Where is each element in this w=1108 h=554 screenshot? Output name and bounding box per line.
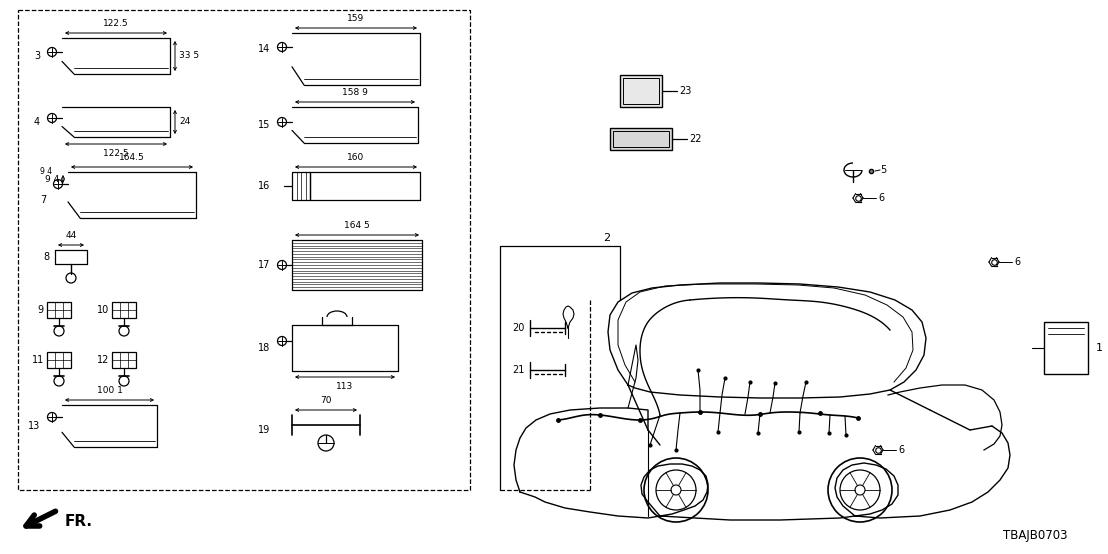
Text: 122.5: 122.5 [103,19,129,28]
Text: 158 9: 158 9 [342,88,368,97]
Bar [293,172,310,200]
Bar [47,302,71,318]
Text: 33 5: 33 5 [179,52,199,60]
Text: 1: 1 [1096,343,1102,353]
Text: 160: 160 [348,153,365,162]
Text: 14: 14 [258,44,270,54]
Text: 16: 16 [258,181,270,191]
Text: TBAJB0703: TBAJB0703 [1003,530,1067,542]
Bar [623,78,659,104]
Text: 6: 6 [878,193,884,203]
Text: 9 4: 9 4 [40,167,52,177]
Text: 6: 6 [897,445,904,455]
Text: 17: 17 [258,260,270,270]
Bar [611,128,671,150]
Text: 164.5: 164.5 [120,153,145,162]
Text: 100 1: 100 1 [96,386,123,395]
Bar [112,352,136,368]
Text: 20: 20 [513,323,525,333]
Text: 18: 18 [258,343,270,353]
Text: 2: 2 [604,233,611,243]
Text: 12: 12 [96,355,109,365]
Text: 44: 44 [65,231,76,240]
Text: 4: 4 [34,117,40,127]
Text: 113: 113 [337,382,353,391]
Text: 11: 11 [32,355,44,365]
Bar [112,302,136,318]
Text: 15: 15 [258,120,270,130]
Text: 9: 9 [38,305,44,315]
Bar [613,131,669,147]
Text: 122 5: 122 5 [103,149,129,158]
Text: 19: 19 [258,425,270,435]
Bar [620,75,661,107]
Bar [1044,322,1088,374]
Text: 13: 13 [28,421,40,431]
Text: 10: 10 [96,305,109,315]
Text: 24: 24 [179,117,191,126]
Text: 5: 5 [880,165,886,175]
Text: 159: 159 [348,14,365,23]
Text: 6: 6 [1014,257,1020,267]
Text: 8: 8 [44,252,50,262]
Text: 7: 7 [40,195,47,205]
Text: 3: 3 [34,51,40,61]
Text: 22: 22 [689,134,701,144]
Text: 9 4: 9 4 [44,175,59,183]
Bar [47,352,71,368]
Text: 21: 21 [513,365,525,375]
Text: FR.: FR. [65,515,93,530]
Text: 70: 70 [320,396,331,405]
Text: 23: 23 [679,86,691,96]
Bar [18,10,470,490]
Text: 164 5: 164 5 [345,221,370,230]
